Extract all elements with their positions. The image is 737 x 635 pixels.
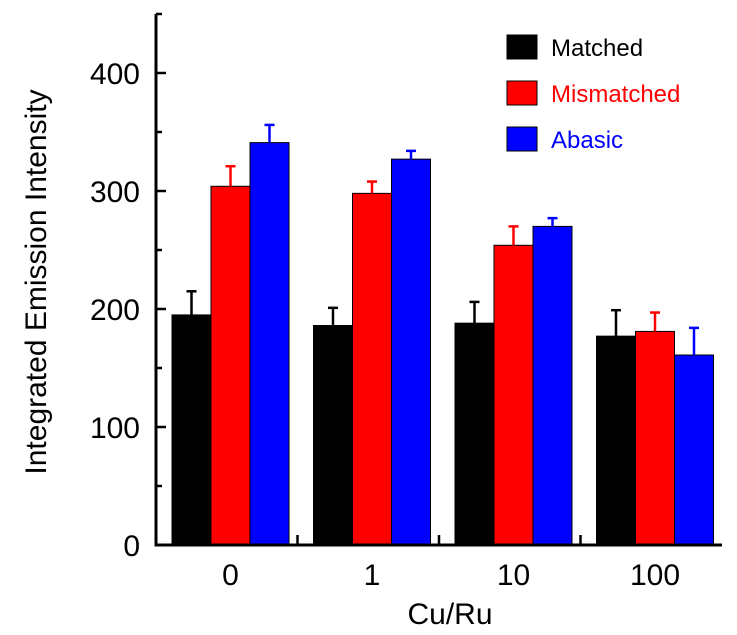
y-tick-label-400: 400 <box>90 58 140 91</box>
error-bar-mismatched-100 <box>650 311 660 332</box>
bar-abasic-1 <box>391 158 431 546</box>
bar-abasic-100 <box>674 354 714 546</box>
x-tick-label-10: 10 <box>497 559 530 592</box>
legend-label-matched: Matched <box>551 35 643 62</box>
x-tick-label-0: 0 <box>222 559 239 592</box>
error-bar-matched-1 <box>328 306 338 326</box>
x-tick-label-100: 100 <box>630 559 680 592</box>
x-axis-title: Cu/Ru <box>407 598 492 631</box>
legend-item-matched: Matched <box>506 34 643 62</box>
bar-matched-0 <box>171 314 212 546</box>
y-tick-label-300: 300 <box>90 176 140 209</box>
y-tick-label-200: 200 <box>90 294 140 327</box>
error-bar-matched-10 <box>469 300 480 324</box>
bars-layer <box>171 123 714 546</box>
x-tick-label-1: 1 <box>364 559 381 592</box>
error-bar-mismatched-1 <box>367 180 377 194</box>
bar-matched-10 <box>454 322 495 546</box>
bar-mismatched-0 <box>210 185 251 546</box>
y-axis-title: Integrated Emission Intensity <box>20 89 53 474</box>
legend-label-mismatched: Mismatched <box>551 81 680 108</box>
bar-mismatched-1 <box>352 192 392 546</box>
legend: Matched Mismatched Abasic <box>506 34 680 154</box>
error-bar-abasic-100 <box>689 326 699 356</box>
bar-mismatched-100 <box>635 330 675 546</box>
bar-matched-100 <box>596 335 636 546</box>
ticks-layer: 0 100 200 300 400 0 1 10 100 <box>90 12 680 592</box>
error-bar-abasic-10 <box>547 216 558 227</box>
y-tick-label-0: 0 <box>123 530 140 563</box>
legend-item-abasic: Abasic <box>506 126 623 154</box>
error-bar-mismatched-10 <box>508 225 519 246</box>
error-bar-matched-0 <box>186 290 197 315</box>
legend-swatch-matched <box>506 34 538 60</box>
bar-matched-1 <box>313 325 353 546</box>
error-bar-abasic-1 <box>406 149 416 160</box>
error-bar-matched-100 <box>611 308 621 337</box>
legend-label-abasic: Abasic <box>551 127 623 154</box>
bar-abasic-10 <box>532 225 573 546</box>
y-tick-label-100: 100 <box>90 412 140 445</box>
error-bar-abasic-0 <box>264 123 275 143</box>
bar-abasic-0 <box>249 142 290 546</box>
legend-swatch-mismatched <box>506 80 538 106</box>
bar-mismatched-10 <box>493 244 534 546</box>
error-bar-mismatched-0 <box>225 164 236 187</box>
legend-swatch-abasic <box>506 126 538 152</box>
legend-item-mismatched: Mismatched <box>506 80 680 108</box>
